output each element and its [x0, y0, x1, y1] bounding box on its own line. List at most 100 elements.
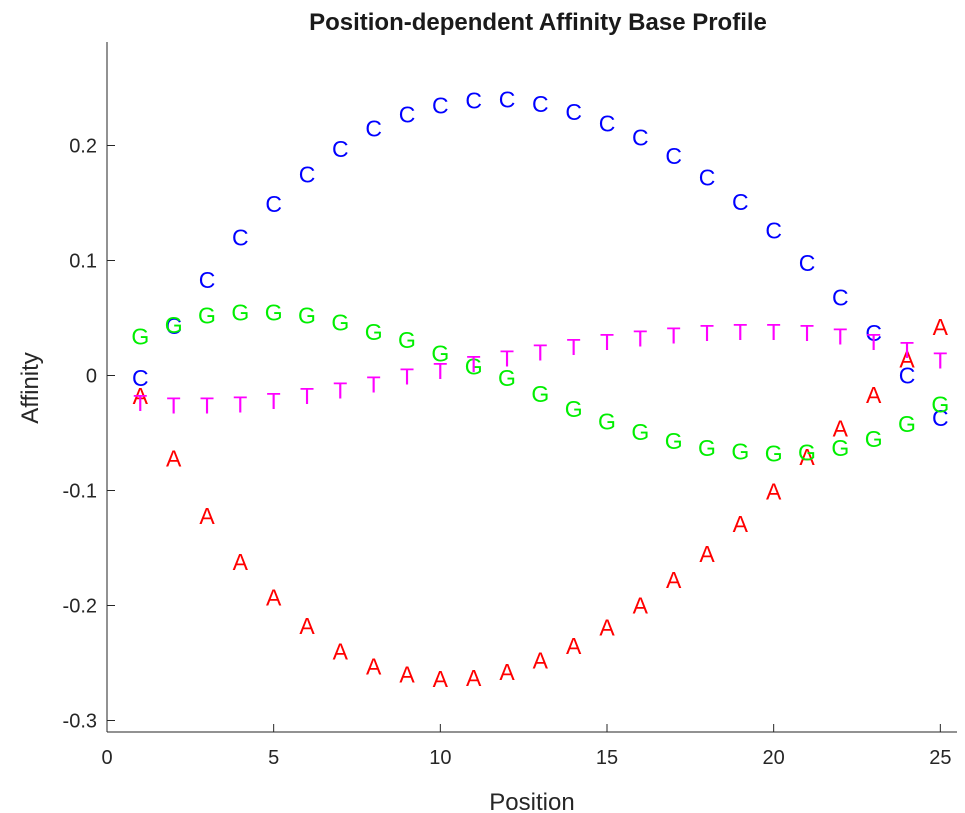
data-point-c: C	[699, 165, 716, 191]
data-point-c: C	[432, 92, 449, 118]
data-point-a: A	[633, 593, 649, 619]
axis-ticks: 0 5 10 15 20 25 0.2 0.1 0 -0.1 -0.2 -0.3	[63, 136, 952, 770]
data-point-c: C	[932, 405, 949, 431]
data-point-c: C	[665, 143, 682, 169]
data-point-t: T	[733, 319, 747, 345]
x-tick-label: 0	[101, 747, 112, 769]
data-point-a: A	[266, 584, 282, 610]
data-point-t: T	[767, 319, 781, 345]
data-point-g: G	[865, 426, 883, 452]
data-point-c: C	[332, 136, 349, 162]
y-tick-label: 0.1	[69, 251, 97, 273]
data-point-t: T	[600, 329, 614, 355]
data-point-c: C	[199, 267, 216, 293]
data-point-c: C	[599, 111, 616, 137]
data-point-g: G	[365, 319, 383, 345]
data-point-t: T	[800, 320, 814, 346]
data-point-g: G	[731, 438, 749, 464]
y-tick-label: 0	[86, 366, 97, 388]
data-point-a: A	[433, 666, 449, 692]
data-point-c: C	[465, 88, 482, 114]
data-point-a: A	[299, 613, 315, 639]
data-point-c: C	[832, 284, 849, 310]
y-tick-label: 0.2	[69, 136, 97, 158]
data-point-g: G	[765, 441, 783, 467]
data-point-t: T	[200, 392, 214, 418]
data-point-c: C	[499, 87, 516, 113]
data-point-a: A	[399, 662, 415, 688]
data-point-t: T	[367, 372, 381, 398]
data-point-a: A	[333, 639, 349, 665]
data-point-c: C	[565, 99, 582, 125]
data-point-t: T	[433, 358, 447, 384]
data-point-g: G	[598, 409, 616, 435]
plot-area	[106, 42, 957, 733]
data-point-a: A	[599, 614, 615, 640]
data-point-c: C	[399, 101, 416, 127]
x-tick-label: 20	[763, 747, 785, 769]
data-point-g: G	[398, 327, 416, 353]
data-point-t: T	[567, 334, 581, 360]
data-point-c: C	[632, 124, 649, 150]
data-point-t: T	[233, 391, 247, 417]
data-point-t: T	[867, 329, 881, 355]
chart-title: Position-dependent Affinity Base Profile	[309, 9, 767, 36]
data-point-t: T	[467, 351, 481, 377]
data-point-a: A	[499, 659, 515, 685]
data-point-c: C	[899, 363, 916, 389]
data-point-g: G	[298, 303, 316, 329]
y-tick-label: -0.2	[63, 596, 97, 618]
data-point-t: T	[167, 392, 181, 418]
data-point-g: G	[665, 428, 683, 454]
y-tick-label: -0.1	[63, 481, 97, 503]
data-point-g: G	[898, 411, 916, 437]
data-point-g: G	[565, 396, 583, 422]
data-point-c: C	[732, 189, 749, 215]
data-point-g: G	[531, 381, 549, 407]
data-point-g: G	[931, 391, 949, 417]
data-point-a: A	[166, 445, 182, 471]
data-point-g: G	[831, 435, 849, 461]
x-axis-label: Position	[489, 789, 574, 813]
data-point-t: T	[700, 320, 714, 346]
y-axis-label: Affinity	[17, 352, 44, 424]
data-point-g: G	[431, 341, 449, 367]
data-point-g: G	[331, 310, 349, 336]
data-point-t: T	[400, 364, 414, 390]
data-point-a: A	[199, 503, 215, 529]
data-point-a: A	[466, 665, 482, 691]
data-point-t: T	[300, 383, 314, 409]
data-point-t: T	[500, 345, 514, 371]
data-point-a: A	[899, 346, 915, 372]
x-tick-label: 25	[929, 747, 951, 769]
data-point-a: A	[566, 633, 582, 659]
x-tick-label: 15	[596, 747, 618, 769]
data-point-a: A	[133, 383, 149, 409]
data-point-t: T	[933, 348, 947, 374]
data-point-c: C	[765, 218, 782, 244]
data-point-c: C	[532, 91, 549, 117]
data-point-g: G	[498, 365, 516, 391]
data-point-c: C	[865, 320, 882, 346]
data-point-c: C	[799, 250, 816, 276]
data-point-c: C	[299, 161, 316, 187]
data-point-c: C	[132, 365, 149, 391]
data-point-a: A	[533, 648, 549, 674]
data-point-c: C	[165, 313, 182, 339]
data-point-c: C	[232, 225, 249, 251]
data-point-c: C	[265, 191, 282, 217]
data-point-t: T	[133, 390, 147, 416]
data-point-t: T	[833, 323, 847, 349]
data-point-g: G	[798, 440, 816, 466]
data-point-g: G	[465, 353, 483, 379]
data-point-a: A	[666, 567, 682, 593]
data-point-a: A	[833, 415, 849, 441]
data-point-a: A	[766, 479, 782, 505]
data-point-g: G	[131, 323, 149, 349]
data-point-t: T	[633, 326, 647, 352]
data-point-a: A	[933, 314, 949, 340]
data-point-g: G	[631, 419, 649, 445]
data-point-g: G	[198, 303, 216, 329]
